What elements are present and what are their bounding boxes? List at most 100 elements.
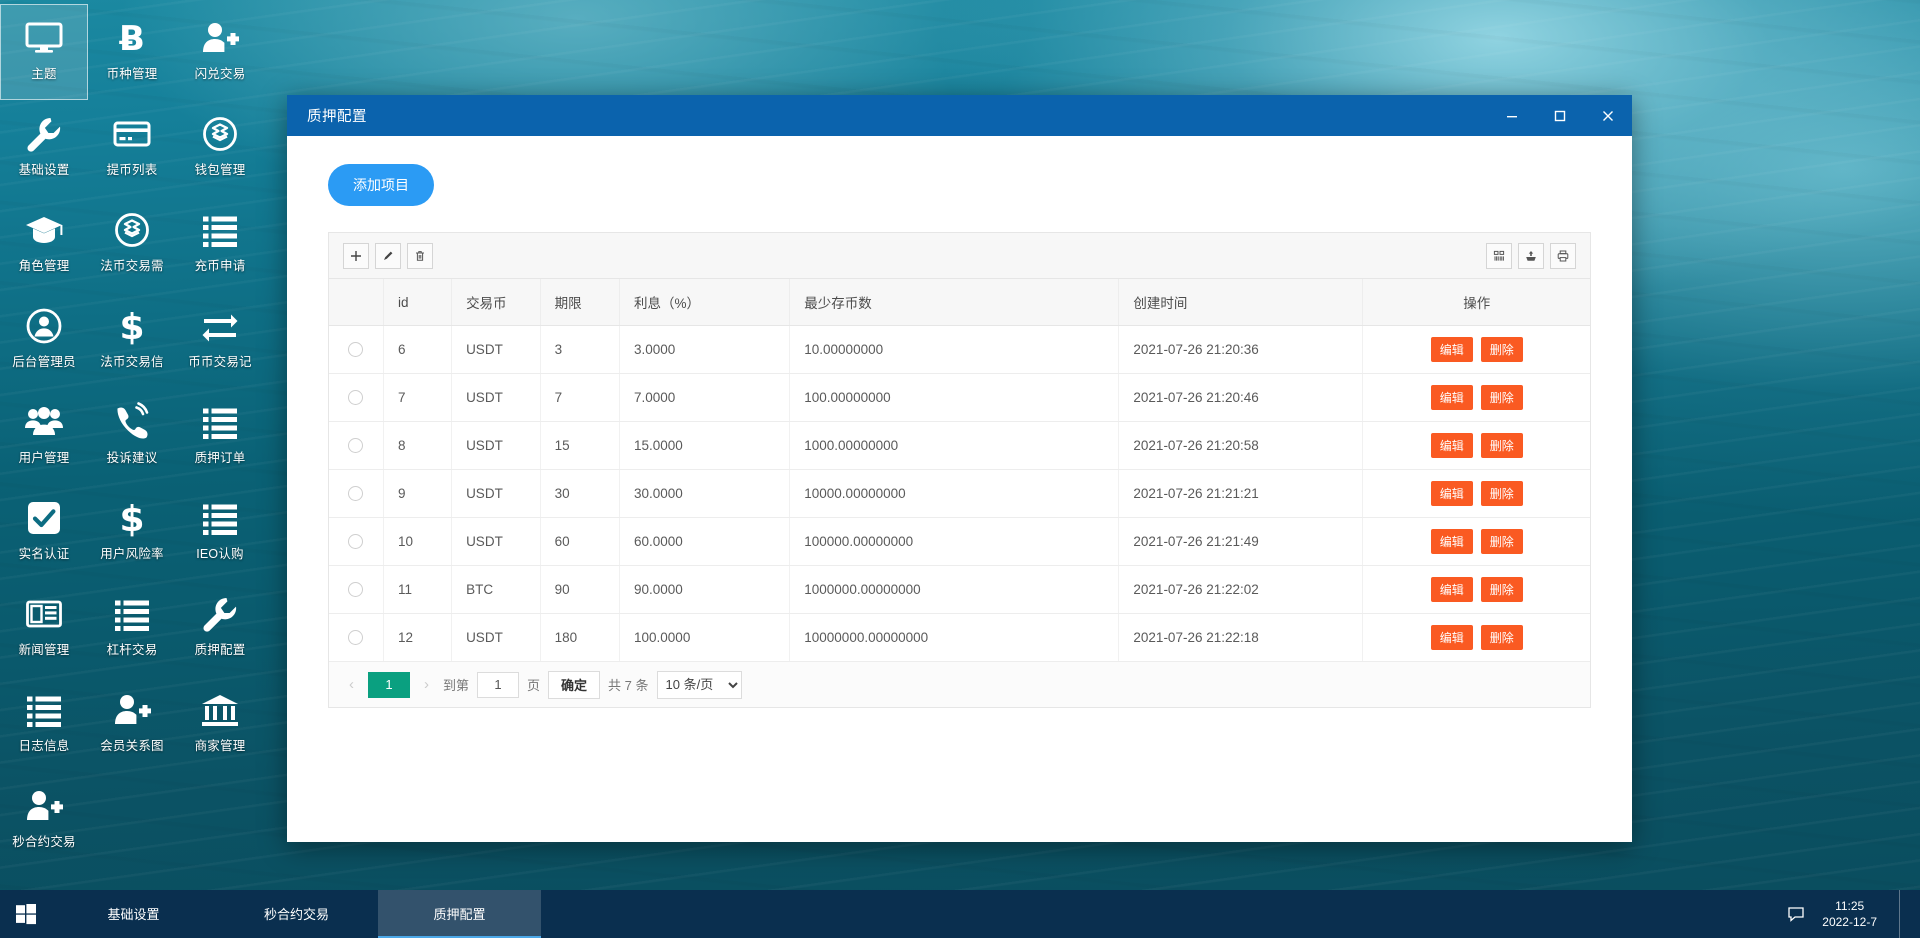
- phone-ring-icon: [110, 400, 154, 444]
- table-row[interactable]: 7 USDT 7 7.0000 100.00000000 2021-07-26 21:20…: [329, 373, 1590, 422]
- maximize-button[interactable]: [1536, 95, 1584, 136]
- desktop-icon-17[interactable]: $ 用户风险率: [88, 484, 176, 580]
- column-header-term[interactable]: 期限: [540, 279, 621, 326]
- row-radio[interactable]: [348, 438, 364, 454]
- desktop-icon-21[interactable]: 质押配置: [176, 580, 264, 676]
- taskbar-item-1[interactable]: 基础设置: [52, 890, 215, 938]
- row-select-cell[interactable]: [329, 565, 384, 614]
- table-row[interactable]: 11 BTC 90 90.0000 1000000.00000000 2021-07-26…: [329, 565, 1590, 614]
- taskbar-item-3[interactable]: 质押配置: [378, 890, 541, 938]
- table-body: 6 USDT 3 3.0000 10.00000000 2021-07-26 21:20:…: [329, 325, 1590, 661]
- desktop-icon-16[interactable]: 实名认证: [0, 484, 88, 580]
- column-header-rate[interactable]: 利息（%）: [619, 279, 791, 326]
- list-icon: [110, 592, 154, 636]
- row-radio[interactable]: [348, 390, 364, 406]
- pagination-confirm-button[interactable]: 确定: [548, 670, 601, 699]
- edit-button[interactable]: 编辑: [1430, 481, 1473, 506]
- pagination-next-button[interactable]: ›: [424, 676, 429, 693]
- table-row[interactable]: 8 USDT 15 15.0000 1000.00000000 2021-07-26 21…: [329, 421, 1590, 470]
- desktop-icon-5[interactable]: 提币列表: [88, 100, 176, 196]
- desktop-icon-4[interactable]: 基础设置: [0, 100, 88, 196]
- pagination-prev-button[interactable]: ‹: [349, 676, 354, 693]
- minimize-button[interactable]: [1488, 95, 1536, 136]
- pagination-goto-input[interactable]: [477, 671, 520, 698]
- delete-button[interactable]: 删除: [1480, 433, 1523, 458]
- desktop-icon-22[interactable]: 日志信息: [0, 676, 88, 772]
- column-header-actions[interactable]: 操作: [1362, 279, 1590, 326]
- cell-id: 12: [383, 613, 453, 661]
- cell-rate: 7.0000: [619, 373, 791, 422]
- row-select-cell[interactable]: [329, 517, 384, 566]
- desktop-icon-7[interactable]: 角色管理: [0, 196, 88, 292]
- desktop-icon-11[interactable]: $ 法币交易信: [88, 292, 176, 388]
- column-header-created[interactable]: 创建时间: [1118, 279, 1364, 326]
- taskbar-item-2[interactable]: 秒合约交易: [215, 890, 378, 938]
- delete-button[interactable]: 删除: [1480, 577, 1523, 602]
- desktop-icon-18[interactable]: IEO认购: [176, 484, 264, 580]
- close-button[interactable]: [1584, 95, 1632, 136]
- table-row[interactable]: 6 USDT 3 3.0000 10.00000000 2021-07-26 21:20:…: [329, 325, 1590, 374]
- desktop-icon-1[interactable]: 主题: [0, 4, 88, 100]
- table-row[interactable]: 9 USDT 30 30.0000 10000.00000000 2021-07-26 2…: [329, 469, 1590, 518]
- row-select-cell[interactable]: [329, 469, 384, 518]
- chat-bubble-icon[interactable]: [1786, 904, 1806, 924]
- row-select-cell[interactable]: [329, 421, 384, 470]
- clock[interactable]: 11:25 2022-12-7: [1822, 898, 1877, 930]
- start-button[interactable]: [0, 890, 52, 938]
- show-desktop-button[interactable]: [1899, 890, 1906, 938]
- desktop-icon-6[interactable]: 钱包管理: [176, 100, 264, 196]
- delete-button[interactable]: 删除: [1480, 481, 1523, 506]
- svg-text:Ƀ: Ƀ: [119, 19, 145, 58]
- row-select-cell[interactable]: [329, 373, 384, 422]
- delete-button[interactable]: 删除: [1480, 385, 1523, 410]
- edit-button[interactable]: 编辑: [1430, 385, 1473, 410]
- row-radio[interactable]: [348, 582, 364, 598]
- edit-button[interactable]: 编辑: [1430, 577, 1473, 602]
- column-header-select[interactable]: [329, 279, 384, 326]
- desktop-icon-14[interactable]: 投诉建议: [88, 388, 176, 484]
- edit-button[interactable]: 编辑: [1430, 529, 1473, 554]
- desktop-icon-2[interactable]: Ƀ 币种管理: [88, 4, 176, 100]
- page-size-select[interactable]: 10 条/页20 条/页50 条/页100 条/页: [656, 670, 742, 699]
- export-button[interactable]: [1518, 242, 1544, 269]
- table-row[interactable]: 10 USDT 60 60.0000 100000.00000000 2021-07-26…: [329, 517, 1590, 566]
- add-row-button[interactable]: [343, 242, 369, 269]
- table-header: id 交易币 期限 利息（%） 最少存币数 创建时间 操作: [329, 279, 1590, 326]
- pagination-page-1[interactable]: 1: [368, 671, 410, 698]
- plus-icon: [351, 250, 361, 261]
- edit-button[interactable]: 编辑: [1430, 337, 1473, 362]
- row-radio[interactable]: [348, 630, 364, 646]
- delete-button[interactable]: 删除: [1480, 625, 1523, 650]
- edit-row-button[interactable]: [375, 242, 401, 269]
- column-settings-button[interactable]: [1486, 242, 1512, 269]
- desktop-icon-3[interactable]: 闪兑交易: [176, 4, 264, 100]
- table-row[interactable]: 12 USDT 180 100.0000 10000000.00000000 2021-0…: [329, 613, 1590, 661]
- delete-row-button[interactable]: [407, 242, 433, 269]
- row-radio[interactable]: [348, 486, 364, 502]
- desktop-icon-19[interactable]: 新闻管理: [0, 580, 88, 676]
- desktop-icon-8[interactable]: 法币交易需: [88, 196, 176, 292]
- printer-icon: [1557, 250, 1569, 262]
- row-radio[interactable]: [348, 534, 364, 550]
- desktop-icon-12[interactable]: 币币交易记: [176, 292, 264, 388]
- desktop-icon-10[interactable]: 后台管理员: [0, 292, 88, 388]
- row-select-cell[interactable]: [329, 613, 384, 661]
- desktop-icon-24[interactable]: 商家管理: [176, 676, 264, 772]
- column-header-coin[interactable]: 交易币: [451, 279, 541, 326]
- desktop-icon-15[interactable]: 质押订单: [176, 388, 264, 484]
- desktop-icon-25[interactable]: 秒合约交易: [0, 772, 88, 868]
- desktop-icon-20[interactable]: 杠杆交易: [88, 580, 176, 676]
- row-radio[interactable]: [348, 342, 364, 358]
- desktop-icon-9[interactable]: 充币申请: [176, 196, 264, 292]
- column-header-id[interactable]: id: [383, 279, 453, 326]
- print-button[interactable]: [1550, 242, 1576, 269]
- add-item-button[interactable]: 添加项目: [328, 164, 434, 206]
- row-select-cell[interactable]: [329, 325, 384, 374]
- desktop-icon-23[interactable]: 会员关系图: [88, 676, 176, 772]
- edit-button[interactable]: 编辑: [1430, 625, 1473, 650]
- delete-button[interactable]: 删除: [1480, 337, 1523, 362]
- edit-button[interactable]: 编辑: [1430, 433, 1473, 458]
- delete-button[interactable]: 删除: [1480, 529, 1523, 554]
- column-header-min[interactable]: 最少存币数: [789, 279, 1120, 326]
- desktop-icon-13[interactable]: 用户管理: [0, 388, 88, 484]
